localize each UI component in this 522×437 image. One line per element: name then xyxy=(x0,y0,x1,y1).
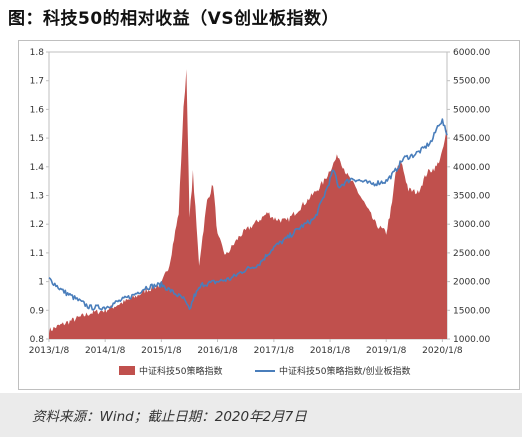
series-area-strategy-index xyxy=(49,69,447,340)
left-axis-tick-label: 1.4 xyxy=(30,163,45,173)
right-axis-tick-label: 4500.00 xyxy=(453,134,490,144)
left-axis-tick-label: 1.5 xyxy=(30,134,44,144)
x-axis-tick-label: 2014/1/8 xyxy=(85,346,126,356)
right-axis-tick-label: 3000.00 xyxy=(453,220,490,230)
right-axis-tick-label: 4000.00 xyxy=(453,163,490,173)
legend-label-line: 中证科技50策略指数/创业板指数 xyxy=(279,365,411,377)
x-axis-tick-label: 2015/1/8 xyxy=(141,346,182,356)
source-footer: 资料来源：Wind；截止日期：2020年2月7日 xyxy=(0,393,522,437)
legend-swatch-area xyxy=(119,366,135,375)
x-axis-tick-label: 2013/1/8 xyxy=(29,346,70,356)
left-axis-tick-label: 0.8 xyxy=(30,335,45,345)
x-axis-tick-label: 2017/1/8 xyxy=(254,346,295,356)
chart-svg: 0.8 0.9 1 1.1 1.2 1.3 1.4 1.5 1.6 1.7 1.8 1000.00 15… xyxy=(29,48,491,377)
x-axis-tick-label: 2018/1/8 xyxy=(310,346,351,356)
legend-label-area: 中证科技50策略指数 xyxy=(139,365,222,377)
right-axis-tick-label: 2500.00 xyxy=(453,249,490,259)
left-axis-tick-label: 0.9 xyxy=(30,306,45,316)
right-axis-tick-label: 2000.00 xyxy=(453,278,490,288)
right-axis-tick-label: 6000.00 xyxy=(453,48,490,58)
left-axis-tick-label: 1.8 xyxy=(30,48,45,58)
source-note: 资料来源：Wind；截止日期：2020年2月7日 xyxy=(32,409,307,425)
left-axis-tick-label: 1.6 xyxy=(30,105,45,115)
right-axis-tick-label: 3500.00 xyxy=(453,192,490,202)
left-axis-tick-label: 1.1 xyxy=(30,249,44,259)
left-axis-tick-label: 1.7 xyxy=(30,77,44,87)
x-axis-tick-label: 2020/1/8 xyxy=(422,346,463,356)
left-axis-tick-label: 1.2 xyxy=(30,220,44,230)
series-line-relative-ratio xyxy=(48,118,448,311)
right-axis-tick-label: 5500.00 xyxy=(453,77,490,87)
chart-frame: 0.8 0.9 1 1.1 1.2 1.3 1.4 1.5 1.6 1.7 1.8 1000.00 15… xyxy=(18,40,520,390)
right-axis-tick-label: 1000.00 xyxy=(453,335,490,345)
x-axis-tick-label: 2016/1/8 xyxy=(197,346,238,356)
right-axis-tick-label: 1500.00 xyxy=(453,306,490,316)
right-axis-tick-label: 5000.00 xyxy=(453,105,490,115)
left-axis-tick-label: 1 xyxy=(38,278,44,288)
x-axis-tick-label: 2019/1/8 xyxy=(366,346,407,356)
chart-title: 图：科技50的相对收益（VS创业板指数） xyxy=(8,9,340,29)
left-axis-tick-label: 1.3 xyxy=(30,192,44,202)
